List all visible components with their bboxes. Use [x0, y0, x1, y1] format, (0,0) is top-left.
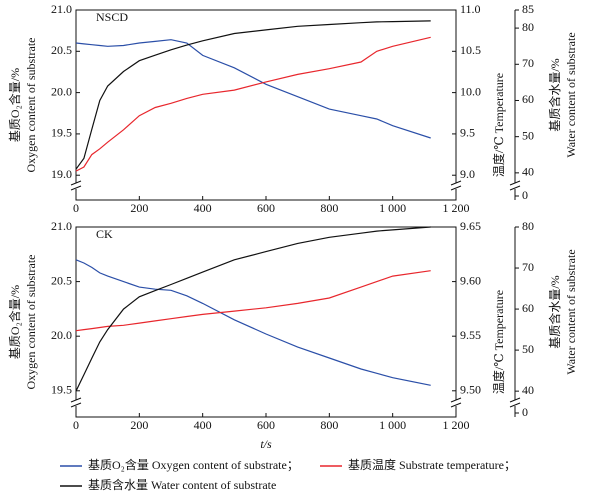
axis-break	[450, 397, 462, 403]
legend-label: 基质O₂含量 Oxygen content of substrate；	[88, 457, 299, 472]
y-tick-label: 19.5	[51, 383, 72, 397]
y3-axis-label: Water content of substrate	[564, 249, 578, 374]
y2-tick-label: 9.5	[460, 126, 475, 140]
y3-axis-label: 基质含水量/%	[547, 275, 562, 348]
x-tick-label: 400	[194, 418, 212, 432]
axis-break-gap	[511, 183, 519, 189]
y2-tick-label: 9.55	[460, 328, 481, 342]
axis-break	[509, 185, 521, 191]
data-line	[75, 226, 431, 392]
panel-title: CK	[96, 227, 113, 241]
legend-label: 基质含水量 Water content of substrate	[88, 477, 276, 492]
x-tick-label: 1 000	[379, 201, 406, 215]
y2-axis-label: 温度/℃ Temperature	[491, 290, 506, 394]
y3-axis-label: 基质含水量/%	[547, 58, 562, 131]
y3-tick-label: 40	[522, 165, 534, 179]
axis-break	[450, 185, 462, 191]
x-tick-label: 0	[73, 201, 79, 215]
axis-break-gap	[511, 400, 519, 406]
x-tick-label: 800	[320, 201, 338, 215]
axis-break	[70, 397, 82, 403]
axis-break	[70, 180, 82, 186]
data-line	[75, 36, 431, 172]
axis-break	[509, 180, 521, 186]
x-tick-label: 200	[130, 418, 148, 432]
axis-break-gap	[72, 183, 80, 189]
y-tick-label: 21.0	[51, 219, 72, 233]
axis-break	[450, 402, 462, 408]
x-tick-label: 200	[130, 201, 148, 215]
y3-tick-label: 70	[522, 56, 534, 70]
y3-axis-label: Water content of substrate	[564, 32, 578, 157]
y3-tick-label: 0	[522, 188, 528, 202]
y3-tick-label: 0	[522, 405, 528, 419]
y-axis-label: Oxygen content of substrate	[24, 38, 38, 173]
y3-tick-label: 60	[522, 301, 534, 315]
axis-break-gap	[452, 400, 460, 406]
data-line	[75, 270, 431, 332]
y-tick-label: 20.5	[51, 273, 72, 287]
y2-tick-label: 9.50	[460, 383, 481, 397]
y-axis-label: Oxygen content of substrate	[24, 255, 38, 390]
data-line	[75, 259, 431, 386]
y2-tick-label: 9.60	[460, 273, 481, 287]
axis-break	[509, 402, 521, 408]
y-tick-label: 20.0	[51, 84, 72, 98]
x-tick-label: 1 200	[443, 201, 470, 215]
y3-tick-label: 80	[522, 20, 534, 34]
y-tick-label: 19.5	[51, 126, 72, 140]
y-axis-label: 基质O₂含量/%	[7, 68, 22, 142]
plot-frame	[75, 226, 457, 418]
plot-frame	[75, 9, 457, 201]
y3-tick-label: 40	[522, 383, 534, 397]
y-axis-label: 基质O₂含量/%	[7, 285, 22, 359]
y2-tick-label: 11.0	[460, 2, 481, 16]
y-tick-label: 20.0	[51, 328, 72, 342]
y2-tick-label: 9.65	[460, 219, 481, 233]
axis-break	[70, 402, 82, 408]
panel-title: NSCD	[96, 10, 128, 24]
data-line	[75, 39, 431, 139]
axis-break-gap	[452, 183, 460, 189]
y-tick-label: 21.0	[51, 2, 72, 16]
x-tick-label: 400	[194, 201, 212, 215]
y3-tick-label: 50	[522, 128, 534, 142]
data-line	[75, 20, 431, 170]
axis-break	[70, 185, 82, 191]
y2-tick-label: 10.0	[460, 84, 481, 98]
y-tick-label: 20.5	[51, 43, 72, 57]
x-axis-label: t/s	[260, 437, 272, 451]
y3-tick-label: 60	[522, 92, 534, 106]
y3-tick-label: 50	[522, 342, 534, 356]
y3-tick-label: 80	[522, 219, 534, 233]
x-tick-label: 1 200	[443, 418, 470, 432]
x-tick-label: 1 000	[379, 418, 406, 432]
y3-tick-label: 70	[522, 260, 534, 274]
axis-break	[450, 180, 462, 186]
x-tick-label: 600	[257, 201, 275, 215]
x-tick-label: 600	[257, 418, 275, 432]
y2-tick-label: 10.5	[460, 43, 481, 57]
y2-tick-label: 9.0	[460, 167, 475, 181]
x-tick-label: 0	[73, 418, 79, 432]
y-tick-label: 19.0	[51, 167, 72, 181]
y3-tick-label: 85	[522, 2, 534, 16]
axis-break	[509, 397, 521, 403]
x-tick-label: 800	[320, 418, 338, 432]
legend-label: 基质温度 Substrate temperature；	[348, 457, 516, 472]
axis-break-gap	[72, 400, 80, 406]
y2-axis-label: 温度/℃ Temperature	[491, 73, 506, 177]
